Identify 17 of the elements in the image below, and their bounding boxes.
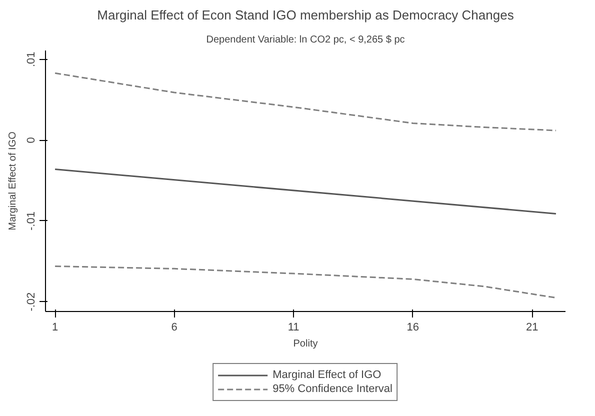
- y-axis-title: Marginal Effect of IGO: [8, 131, 18, 230]
- chart-subtitle: Dependent Variable: ln CO2 pc, < 9,265 $ pc: [206, 34, 405, 46]
- line-series: [54, 72, 557, 132]
- y-tick-label: .01: [26, 52, 38, 68]
- x-axis-title: Polity: [293, 338, 318, 350]
- legend-label: 95% Confidence Interval: [272, 382, 392, 396]
- y-tick-label: 0: [26, 137, 38, 144]
- chart-title: Marginal Effect of Econ Stand IGO membership as Democracy Changes: [97, 8, 514, 22]
- y-tick-label: -.02: [26, 292, 38, 312]
- legend-label: Marginal Effect of IGO: [272, 368, 382, 382]
- y-tick-label: -.01: [26, 212, 38, 230]
- x-tick-label: 21: [526, 322, 538, 334]
- x-tick-label: 1: [52, 322, 58, 334]
- x-tick-label: 11: [288, 322, 300, 334]
- line-series: [54, 266, 557, 299]
- x-tick-label: 16: [406, 322, 419, 334]
- x-tick-label: 6: [171, 322, 178, 334]
